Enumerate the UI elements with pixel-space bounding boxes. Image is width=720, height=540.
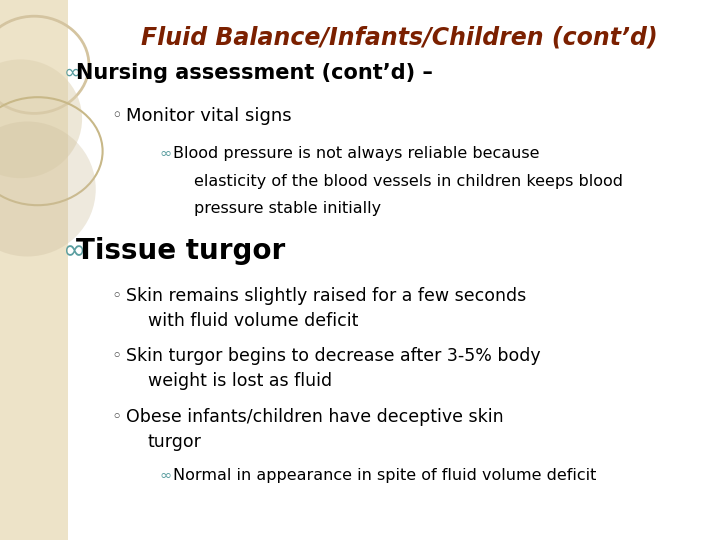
Text: pressure stable initially: pressure stable initially <box>194 201 382 216</box>
Text: Skin remains slightly raised for a few seconds: Skin remains slightly raised for a few s… <box>126 287 526 305</box>
Ellipse shape <box>0 122 96 256</box>
Text: ∞: ∞ <box>160 146 172 161</box>
Text: weight is lost as fluid: weight is lost as fluid <box>148 372 332 390</box>
Text: Nursing assessment (cont’d) –: Nursing assessment (cont’d) – <box>76 63 433 83</box>
Text: ∞: ∞ <box>160 468 172 483</box>
Text: ◦: ◦ <box>112 107 122 125</box>
Text: Obese infants/children have deceptive skin: Obese infants/children have deceptive sk… <box>126 408 503 426</box>
Text: ∞: ∞ <box>63 237 86 265</box>
Text: Normal in appearance in spite of fluid volume deficit: Normal in appearance in spite of fluid v… <box>173 468 596 483</box>
Text: Skin turgor begins to decrease after 3-5% body: Skin turgor begins to decrease after 3-5… <box>126 347 541 366</box>
Text: elasticity of the blood vessels in children keeps blood: elasticity of the blood vessels in child… <box>194 174 624 189</box>
Ellipse shape <box>0 59 82 178</box>
Text: ◦: ◦ <box>112 347 122 366</box>
Text: turgor: turgor <box>148 433 202 451</box>
Bar <box>0 0 68 540</box>
Text: Monitor vital signs: Monitor vital signs <box>126 107 292 125</box>
Text: ◦: ◦ <box>112 287 122 305</box>
Text: Fluid Balance/Infants/Children (cont’d): Fluid Balance/Infants/Children (cont’d) <box>141 26 658 50</box>
Text: Tissue turgor: Tissue turgor <box>76 237 285 265</box>
Text: Blood pressure is not always reliable because: Blood pressure is not always reliable be… <box>173 146 539 161</box>
Text: ◦: ◦ <box>112 408 122 426</box>
Text: with fluid volume deficit: with fluid volume deficit <box>148 312 358 330</box>
Text: ∞: ∞ <box>63 63 81 83</box>
